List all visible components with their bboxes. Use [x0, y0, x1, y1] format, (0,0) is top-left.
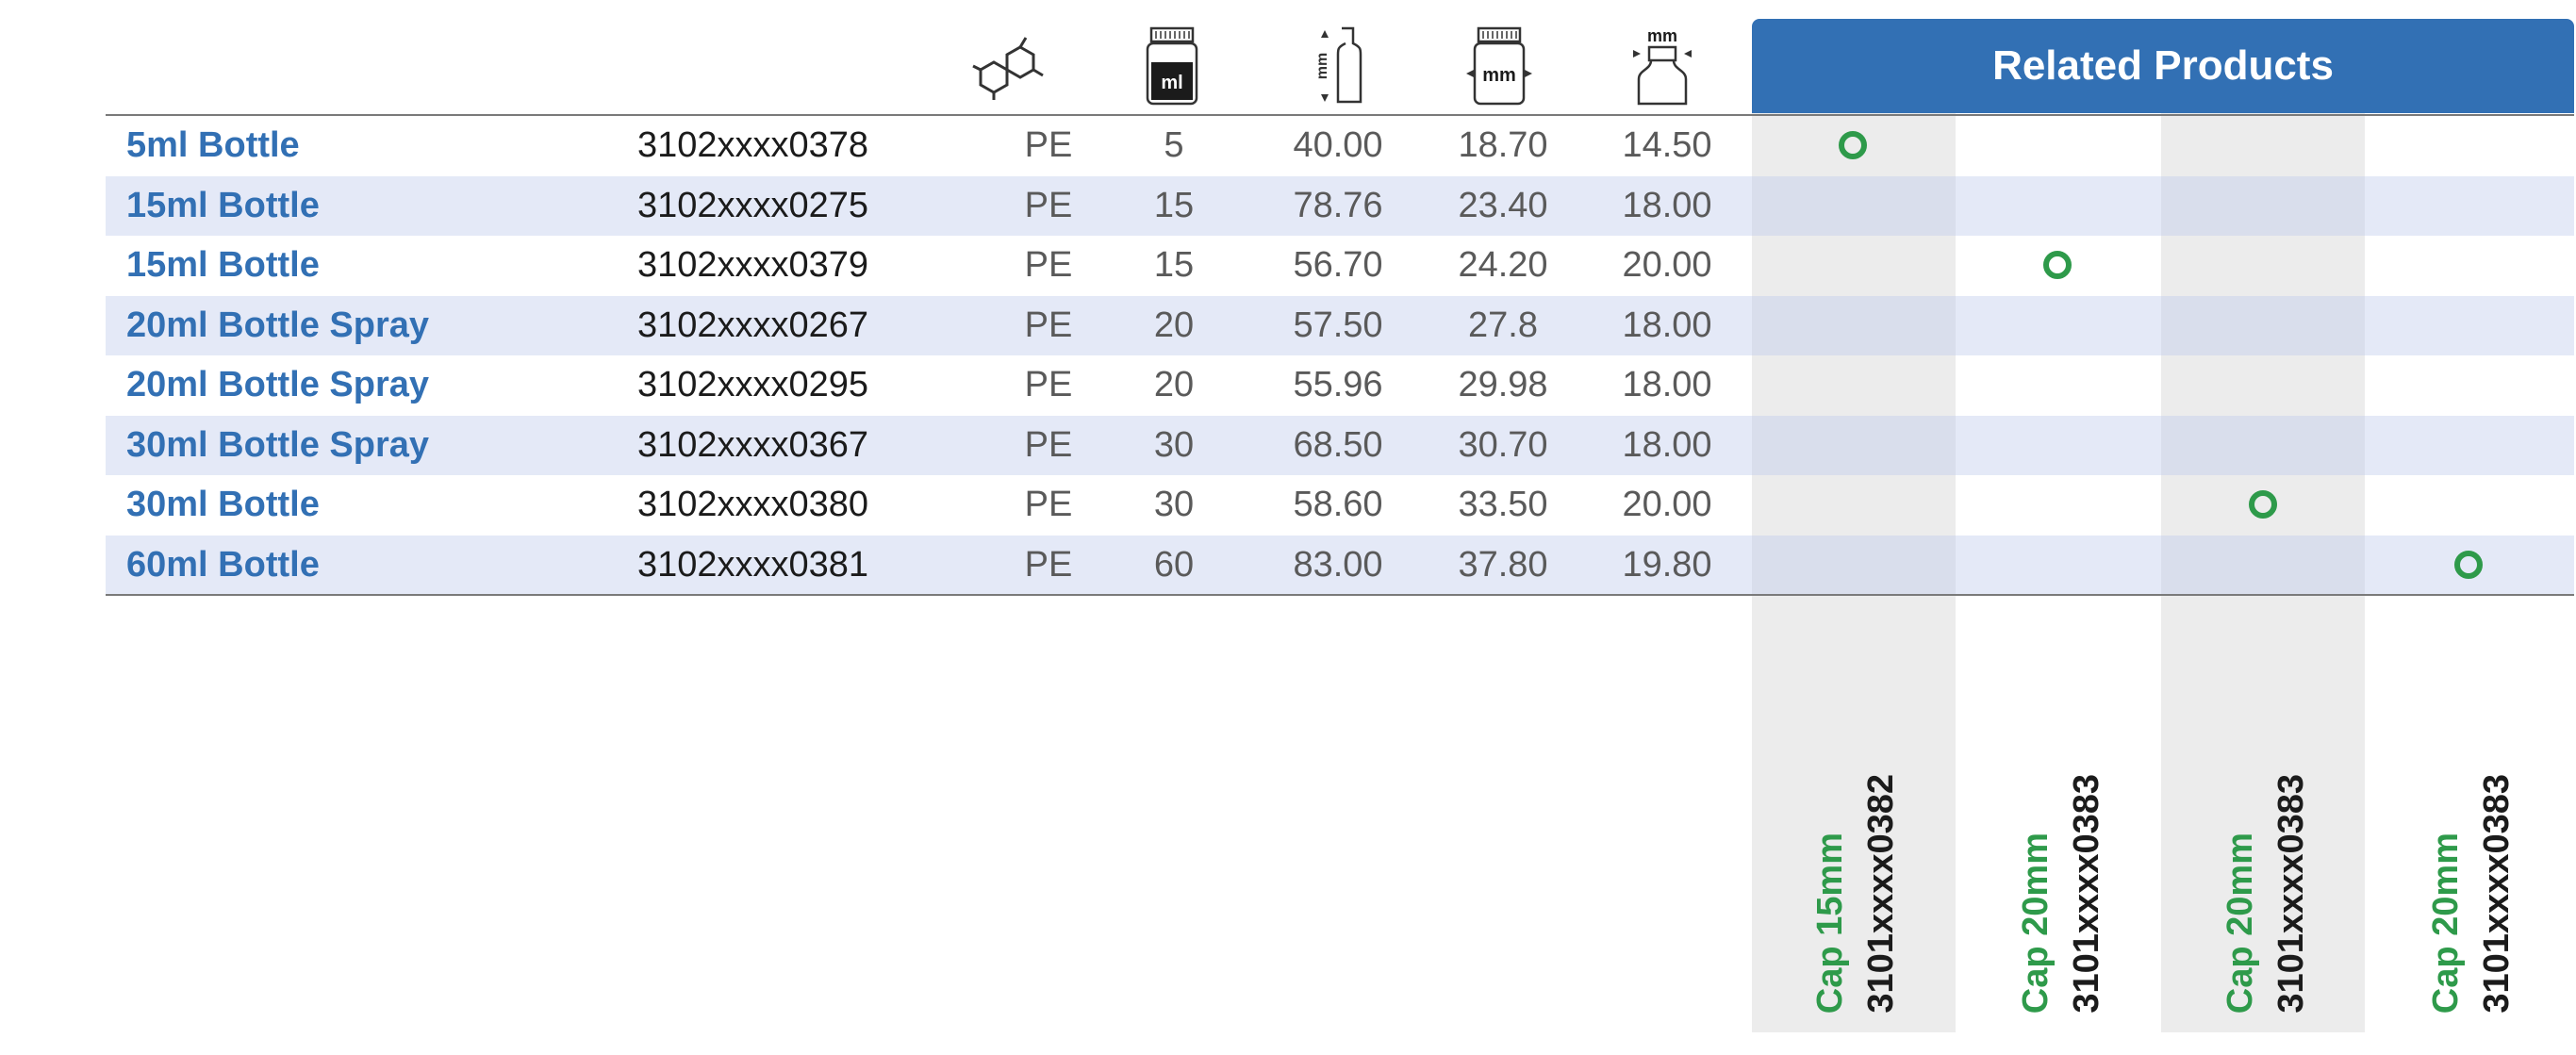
product-height: 68.50 [1293, 424, 1383, 465]
product-name: 60ml Bottle [126, 544, 320, 585]
svg-text:ml: ml [1161, 73, 1182, 93]
product-material: PE [1024, 245, 1073, 286]
product-width: 24.20 [1458, 245, 1548, 286]
product-volume: 5 [1164, 125, 1184, 166]
product-volume: 20 [1153, 305, 1195, 345]
product-name: 15ml Bottle [126, 245, 320, 286]
related-product-label: Cap 20mm 3101xxxx0383 [2221, 740, 2324, 1023]
product-name: 30ml Bottle Spray [126, 424, 429, 465]
table-bottom-rule [106, 594, 2574, 596]
svg-text:mm: mm [1314, 53, 1330, 79]
svg-text:mm: mm [1482, 65, 1516, 86]
product-material: PE [1024, 544, 1073, 585]
product-height: 78.76 [1293, 185, 1383, 225]
related-match-icon [2043, 251, 2072, 279]
width-mm-icon: mm [1457, 26, 1542, 106]
product-neck: 20.00 [1622, 485, 1712, 525]
related-product-code: 3101xxxx0382 [1861, 774, 1901, 1014]
related-products-header: Related Products [1752, 19, 2574, 113]
related-product-cap: Cap 20mm [2221, 832, 2260, 1014]
product-material: PE [1024, 185, 1073, 225]
product-material: PE [1024, 424, 1073, 465]
product-height: 83.00 [1293, 544, 1383, 585]
related-column-bg [2161, 113, 2365, 1032]
product-material: PE [1024, 485, 1073, 525]
table-row: 5ml Bottle 3102xxxx0378 PE 5 40.00 18.70 14.50 [106, 116, 2574, 176]
table-row: 20ml Bottle Spray 3102xxxx0295 PE 20 55.96 29… [106, 355, 2574, 416]
table-row: 30ml Bottle Spray 3102xxxx0367 PE 30 68.50 30… [106, 415, 2574, 475]
product-height: 40.00 [1293, 125, 1383, 166]
related-product-code: 3101xxxx0383 [2067, 774, 2106, 1014]
table-row: 60ml Bottle 3102xxxx0381 PE 60 83.00 37.80 19.… [106, 535, 2574, 595]
product-neck: 18.00 [1622, 365, 1712, 405]
product-material: PE [1024, 305, 1073, 345]
product-volume: 15 [1153, 185, 1195, 225]
product-volume: 20 [1153, 365, 1195, 405]
product-height: 56.70 [1293, 245, 1383, 286]
related-match-icon [1839, 131, 1867, 159]
product-height: 57.50 [1293, 305, 1383, 345]
related-product-code: 3101xxxx0383 [2271, 774, 2311, 1014]
svg-text:mm: mm [1647, 26, 1677, 45]
product-neck: 18.00 [1622, 305, 1712, 345]
table-row: 15ml Bottle 3102xxxx0275 PE 15 78.76 23.40 18.… [106, 175, 2574, 236]
product-code: 3102xxxx0275 [637, 185, 869, 225]
product-width: 27.8 [1468, 305, 1538, 345]
product-name: 5ml Bottle [126, 125, 300, 166]
volume-ml-icon: ml [1130, 26, 1214, 106]
related-product-cap: Cap 15mm [1810, 832, 1850, 1014]
product-neck: 19.80 [1622, 544, 1712, 585]
table-row: 15ml Bottle 3102xxxx0379 PE 15 56.70 24.20 20.… [106, 236, 2574, 296]
product-name: 20ml Bottle Spray [126, 305, 429, 345]
related-product-cap: Cap 20mm [2426, 832, 2466, 1014]
product-volume: 30 [1153, 485, 1195, 525]
product-neck: 18.00 [1622, 424, 1712, 465]
molecule-icon [971, 26, 1056, 106]
table-row: 30ml Bottle 3102xxxx0380 PE 30 58.60 33.50 20.… [106, 475, 2574, 536]
product-code: 3102xxxx0295 [637, 365, 869, 405]
product-material: PE [1024, 125, 1073, 166]
product-volume: 30 [1153, 424, 1195, 465]
related-column-bg [1752, 113, 1956, 1032]
product-material: PE [1024, 365, 1073, 405]
product-name: 30ml Bottle [126, 485, 320, 525]
product-name: 20ml Bottle Spray [126, 365, 429, 405]
product-width: 33.50 [1458, 485, 1548, 525]
product-volume: 60 [1153, 544, 1195, 585]
header-rule [106, 114, 2574, 116]
product-width: 23.40 [1458, 185, 1548, 225]
related-match-icon [2249, 490, 2277, 519]
related-match-icon [2454, 550, 2483, 579]
related-product-label: Cap 15mm 3101xxxx0382 [1810, 740, 1914, 1023]
product-code: 3102xxxx0380 [637, 485, 869, 525]
product-neck: 14.50 [1622, 125, 1712, 166]
product-code: 3102xxxx0367 [637, 424, 869, 465]
product-width: 29.98 [1458, 365, 1548, 405]
product-width: 18.70 [1458, 125, 1548, 166]
product-code: 3102xxxx0378 [637, 125, 869, 166]
height-mm-icon: mm [1293, 26, 1378, 106]
product-height: 55.96 [1293, 365, 1383, 405]
table-row: 20ml Bottle Spray 3102xxxx0267 PE 20 57.50 27… [106, 295, 2574, 355]
product-neck: 20.00 [1622, 245, 1712, 286]
product-code: 3102xxxx0381 [637, 544, 869, 585]
product-neck: 18.00 [1622, 185, 1712, 225]
related-product-code: 3101xxxx0383 [2477, 774, 2517, 1014]
neck-mm-icon: mm [1620, 26, 1705, 106]
related-product-label: Cap 20mm 3101xxxx0383 [2426, 740, 2530, 1023]
product-width: 37.80 [1458, 544, 1548, 585]
related-product-label: Cap 20mm 3101xxxx0383 [2016, 740, 2120, 1023]
product-volume: 15 [1153, 245, 1195, 286]
product-code: 3102xxxx0379 [637, 245, 869, 286]
product-height: 58.60 [1293, 485, 1383, 525]
product-width: 30.70 [1458, 424, 1548, 465]
related-product-cap: Cap 20mm [2016, 832, 2056, 1014]
product-code: 3102xxxx0267 [637, 305, 869, 345]
product-name: 15ml Bottle [126, 185, 320, 225]
